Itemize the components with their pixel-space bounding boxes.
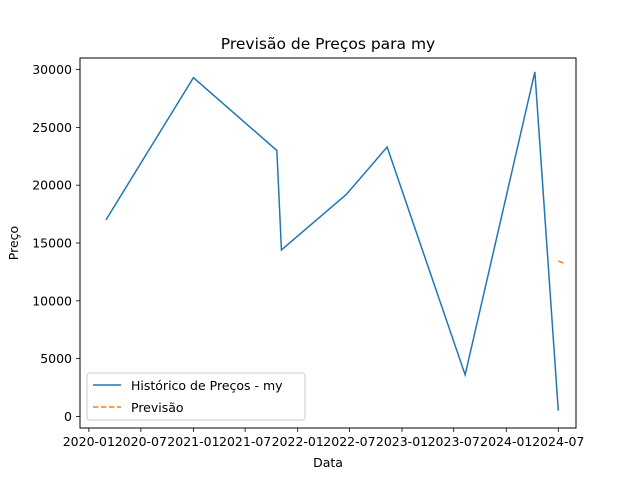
y-axis-label: Preço [6, 226, 21, 260]
legend-label-historico: Histórico de Preços - my [131, 378, 283, 393]
x-tick-label-9: 2024-07 [532, 434, 584, 449]
x-tick-label-0: 2020-01 [63, 434, 115, 449]
y-tick-label-1: 5000 [40, 351, 72, 366]
x-tick-label-8: 2024-01 [480, 434, 532, 449]
series-line-0 [105, 71, 560, 411]
legend: Histórico de Preços - my Previsão [86, 372, 306, 421]
chart-title: Previsão de Preços para my [221, 35, 435, 53]
x-tick-label-1: 2020-07 [115, 434, 167, 449]
x-tick-label-3: 2021-07 [219, 434, 271, 449]
legend-box [86, 372, 306, 421]
x-axis-label: Data [313, 455, 343, 470]
y-tick-label-0: 0 [64, 409, 72, 424]
x-tick-label-2: 2021-01 [167, 434, 219, 449]
y-tick-label-3: 15000 [32, 236, 72, 251]
y-axis-ticks: 0 5000 10000 15000 20000 25000 30000 [32, 62, 80, 424]
legend-label-previsao: Previsão [131, 400, 184, 415]
x-axis-ticks: 2020-01 2020-07 2021-01 2021-07 2022-01 2022-… [63, 428, 584, 449]
x-tick-label-7: 2023-07 [428, 434, 480, 449]
series-line-1 [557, 260, 565, 264]
y-tick-label-2: 10000 [32, 293, 72, 308]
series-layer [105, 71, 565, 411]
y-tick-label-4: 20000 [32, 178, 72, 193]
y-tick-label-5: 25000 [32, 120, 72, 135]
x-tick-label-6: 2023-01 [376, 434, 428, 449]
x-tick-label-4: 2022-01 [272, 434, 324, 449]
x-tick-label-5: 2022-07 [323, 434, 375, 449]
y-tick-label-6: 30000 [32, 62, 72, 77]
